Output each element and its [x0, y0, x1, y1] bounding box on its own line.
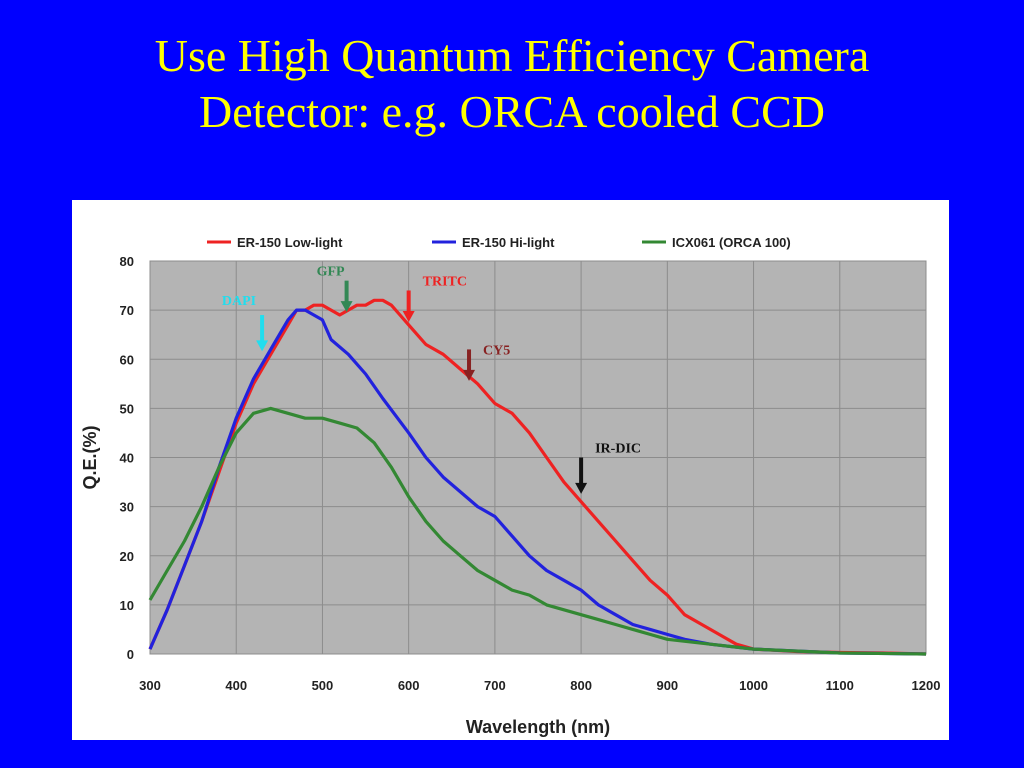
x-tick-label: 1200 [912, 678, 941, 693]
y-tick-label: 30 [120, 500, 134, 515]
y-tick-label: 50 [120, 401, 134, 416]
x-tick-label: 600 [398, 678, 420, 693]
annotation-arrow-head [340, 301, 353, 313]
annotation-label-ir-dic: IR-DIC [595, 442, 641, 457]
annotation-arrow-head [256, 340, 269, 352]
qe-chart: 300 400 500 600 700 800 900 1000 1100 1200 0 10 20 30… [80, 235, 941, 737]
y-tick-label: 80 [120, 254, 134, 269]
legend-label-2: ER-150 Hi-light [462, 235, 555, 250]
x-tick-label: 500 [312, 678, 334, 693]
slide-title: Use High Quantum Efficiency Camera Detec… [0, 28, 1024, 140]
y-tick-label: 0 [127, 647, 134, 662]
x-tick-label: 700 [484, 678, 506, 693]
y-tick-label: 10 [120, 598, 134, 613]
annotation-arrow-head [463, 369, 476, 381]
x-tick-label: 800 [570, 678, 592, 693]
y-axis-label: Q.E.(%) [80, 425, 100, 489]
x-axis-label: Wavelength (nm) [466, 717, 610, 737]
annotation-label-cy5: CY5 [483, 343, 510, 358]
series-line-2 [148, 308, 927, 656]
title-line-2: Detector: e.g. ORCA cooled CCD [198, 86, 825, 137]
x-tick-label: 300 [139, 678, 161, 693]
x-tick-label: 900 [656, 678, 678, 693]
qe-chart-panel: 300 400 500 600 700 800 900 1000 1100 1200 0 10 20 30… [72, 200, 949, 740]
legend-label-3: ICX061 (ORCA 100) [672, 235, 791, 250]
annotation-arrow-head [402, 310, 415, 322]
title-line-1: Use High Quantum Efficiency Camera [154, 30, 870, 81]
annotation-arrow-head [575, 482, 588, 494]
x-tick-label: 400 [225, 678, 247, 693]
y-tick-label: 70 [120, 303, 134, 318]
y-tick-label: 40 [120, 451, 134, 466]
y-tick-label: 20 [120, 549, 134, 564]
x-tick-label: 1100 [826, 678, 854, 693]
y-tick-label: 60 [120, 352, 134, 367]
series-line-3 [148, 406, 927, 656]
annotation-label-tritc: TRITC [423, 275, 467, 290]
x-tick-label: 1000 [739, 678, 768, 693]
annotation-label-gfp: GFP [317, 265, 345, 280]
series-line-1 [148, 298, 927, 656]
annotation-label-dapi: DAPI [222, 294, 256, 309]
legend-label-1: ER-150 Low-light [237, 235, 343, 250]
